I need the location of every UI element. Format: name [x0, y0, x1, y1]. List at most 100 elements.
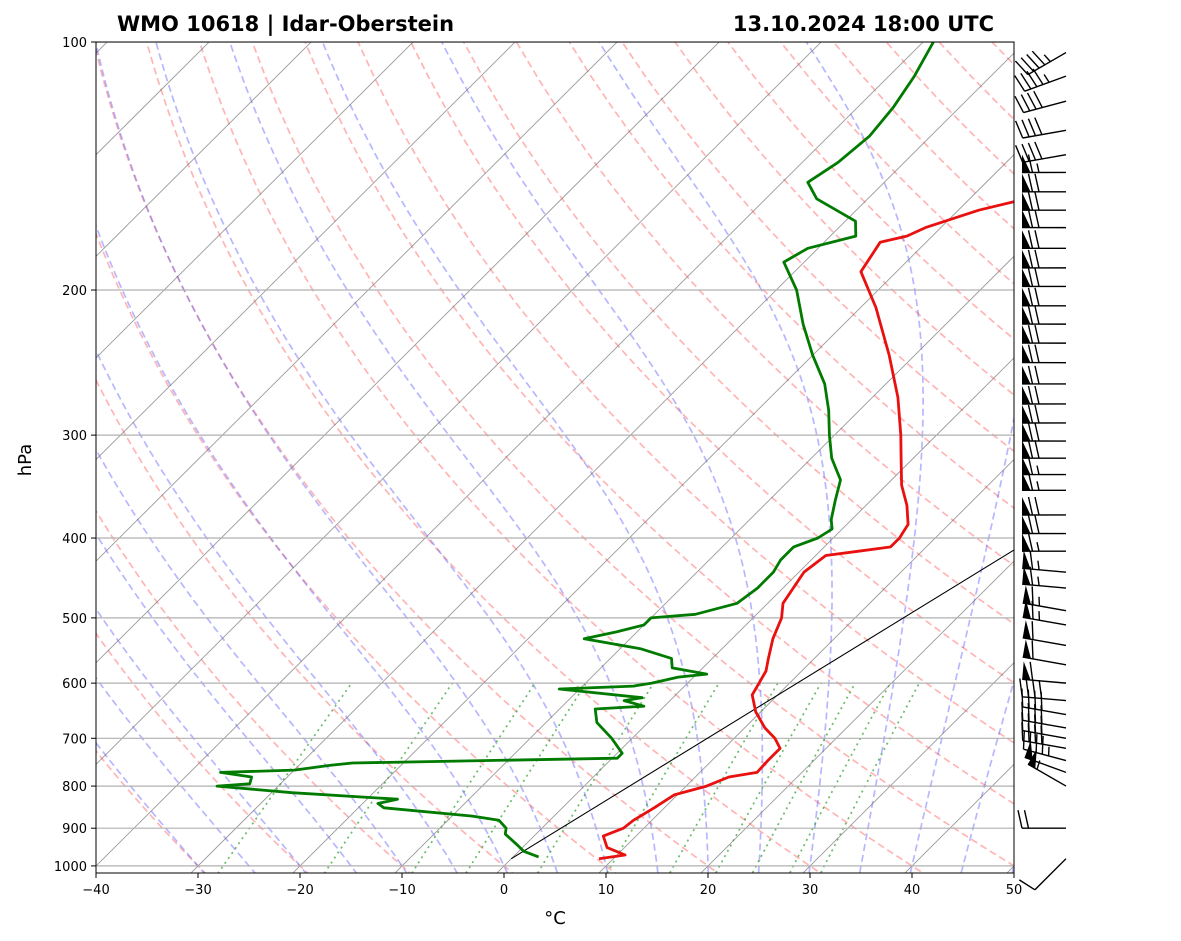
wind-barb: [1021, 385, 1067, 405]
y-axis-label: hPa: [15, 444, 36, 476]
isotherm: [292, 154, 1014, 873]
mixing-ratio-line: [714, 682, 822, 873]
dry-adiabat: [198, 42, 925, 873]
y-tick-label: 300: [62, 429, 87, 444]
mixing-ratio-line: [217, 682, 353, 873]
wind-barb: [1022, 599, 1067, 626]
wind-barb: [1022, 566, 1067, 589]
y-tick-label: 100: [62, 36, 87, 51]
wind-barb: [1021, 249, 1067, 269]
isotherm: [394, 255, 1014, 873]
isotherm: [96, 42, 924, 867]
x-tick-label: −20: [286, 883, 313, 898]
moist-adiabat: [96, 607, 307, 873]
moist-adiabat: [155, 42, 609, 873]
mixing-ratio-line: [751, 682, 856, 873]
wind-barb: [1021, 440, 1067, 459]
wind-barb: [1019, 678, 1067, 702]
moist-adiabat: [96, 741, 206, 873]
isotherm: [96, 42, 822, 765]
wind-barb: [1021, 456, 1067, 476]
x-tick-label: 30: [802, 883, 819, 898]
chart-title-station: WMO 10618 | Idar-Oberstein: [117, 12, 454, 37]
isotherm: [96, 42, 312, 257]
moist-adiabat: [229, 42, 659, 873]
mixing-ratio-line: [410, 682, 536, 873]
mixing-ratio-line: [465, 682, 587, 873]
x-tick-label: 50: [1006, 883, 1023, 898]
wind-barb: [1021, 209, 1067, 229]
wind-barb: [1014, 141, 1067, 163]
wind-barb: [1022, 620, 1067, 647]
wind-barb: [1021, 268, 1067, 288]
dry-adiabat: [251, 42, 1014, 867]
moist-adiabat: [96, 532, 358, 873]
wind-barb: [1021, 192, 1067, 211]
y-tick-label: 700: [62, 732, 87, 747]
x-tick-label: 20: [700, 883, 717, 898]
wind-barb: [1022, 550, 1067, 573]
moist-adiabat: [96, 348, 459, 873]
x-tick-label: 0: [500, 883, 508, 898]
dry-adiabat: [145, 42, 822, 873]
isotherm: [802, 662, 1014, 873]
isotherm: [96, 42, 720, 664]
temperature-line: [598, 200, 1014, 861]
moist-adiabat: [805, 42, 924, 873]
isotherm: [96, 42, 618, 562]
parcel-path-line: [511, 549, 1014, 860]
x-tick-label: 10: [598, 883, 615, 898]
wind-barb: [1021, 496, 1067, 516]
mixing-ratio-line: [788, 682, 891, 873]
moist-adiabat: [909, 414, 1014, 873]
dry-adiabat: [410, 42, 1014, 684]
wind-barb: [1021, 305, 1067, 325]
wind-barb: [1021, 173, 1067, 193]
x-tick-label: −30: [184, 883, 211, 898]
wind-barb: [1014, 68, 1067, 92]
moist-adiabat: [96, 223, 509, 873]
y-tick-label: 600: [62, 677, 87, 692]
wind-barb: [1021, 472, 1067, 491]
wind-barb: [1021, 404, 1067, 424]
isotherm: [700, 560, 1014, 873]
dry-adiabat: [568, 42, 1014, 510]
wind-barb: [1022, 585, 1067, 612]
mixing-ratio-line: [819, 682, 920, 873]
dry-adiabat: [96, 631, 309, 873]
isotherm: [496, 357, 1014, 873]
isotherm: [598, 458, 1014, 873]
wind-barb: [1021, 422, 1067, 442]
wind-barb: [1021, 154, 1067, 174]
dry-adiabat: [96, 509, 412, 873]
x-axis-label: °C: [544, 908, 566, 929]
wind-barb: [1021, 365, 1067, 385]
moist-adiabat: [96, 447, 408, 873]
sounding-profiles: [215, 42, 1014, 861]
mixing-ratio-line: [668, 682, 779, 873]
axis-ticks: −40 −30 −20 −10 0 10 20 30 40 50 100 200 300 400 500 60…: [54, 36, 1022, 898]
x-tick-label: −10: [388, 883, 415, 898]
dewpoint-line: [215, 42, 935, 859]
moist-adiabat: [960, 677, 1014, 873]
wind-barb: [1021, 287, 1067, 307]
wind-barb: [1021, 515, 1067, 535]
y-tick-label: 500: [62, 612, 87, 627]
y-tick-label: 200: [62, 284, 87, 299]
plot-frame: [95, 41, 1015, 874]
isotherm: [96, 42, 516, 461]
wind-barb: [1022, 661, 1067, 684]
isotherm: [96, 42, 414, 359]
dry-adiabat: [462, 42, 1014, 625]
wind-barb: [1021, 533, 1067, 552]
wind-barb: [1021, 230, 1067, 250]
background-lines: [96, 42, 1014, 873]
wind-barb: [1021, 344, 1067, 364]
moist-adiabat: [321, 42, 710, 873]
wind-barb: [1021, 324, 1067, 344]
mixing-ratio-line: [536, 682, 655, 873]
y-tick-label: 1000: [54, 860, 87, 875]
wind-barb: [1014, 50, 1067, 76]
dry-adiabat: [96, 231, 617, 873]
dry-adiabat: [96, 749, 207, 873]
